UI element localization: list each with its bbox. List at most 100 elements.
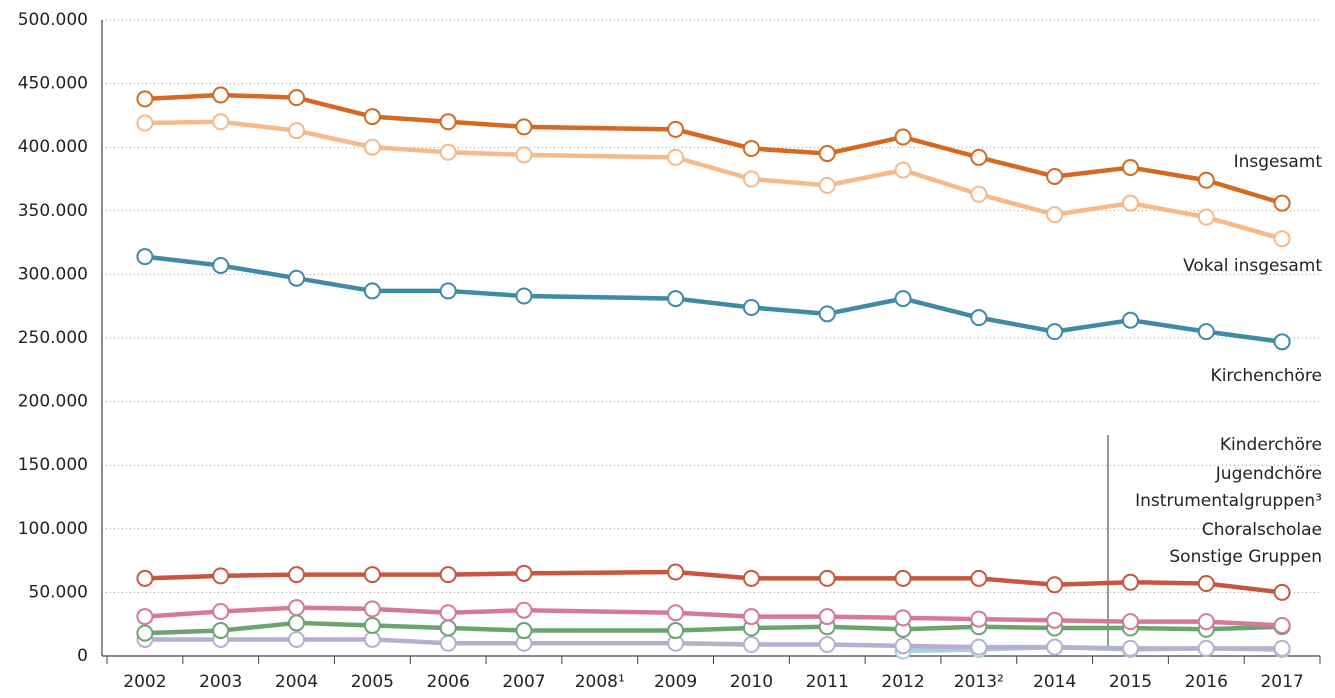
series-label: Sonstige Gruppen	[1169, 547, 1322, 567]
data-point	[894, 609, 912, 627]
data-point	[894, 128, 912, 146]
series-label: Kinderchöre	[1220, 435, 1322, 455]
y-tick-label: 200.000	[18, 392, 88, 412]
data-point	[1273, 194, 1291, 212]
data-point	[136, 608, 154, 626]
series-line	[144, 92, 1283, 206]
data-point	[818, 636, 836, 654]
data-point	[1197, 639, 1215, 657]
data-point	[1046, 323, 1064, 341]
data-point	[1273, 333, 1291, 351]
data-point	[363, 600, 381, 618]
y-tick-label: 350.000	[18, 201, 88, 221]
y-tick-label: 300.000	[18, 264, 88, 284]
data-point	[894, 290, 912, 308]
series-line	[144, 254, 1283, 345]
data-point	[439, 113, 457, 131]
y-tick-label: 0	[77, 646, 88, 666]
data-point	[1121, 311, 1139, 329]
data-point	[970, 148, 988, 166]
data-point	[1046, 611, 1064, 629]
x-tick-label: 2008¹	[575, 672, 625, 692]
series-line	[144, 637, 1283, 651]
data-point	[1046, 167, 1064, 185]
y-tick-label: 250.000	[18, 328, 88, 348]
data-point	[212, 567, 230, 585]
data-point	[515, 146, 533, 164]
data-point	[363, 566, 381, 584]
data-point	[742, 170, 760, 188]
data-point	[667, 563, 685, 581]
x-tick-label: 2003	[199, 672, 242, 692]
data-point	[1273, 639, 1291, 657]
y-tick-label: 50.000	[29, 582, 88, 602]
data-point	[1197, 208, 1215, 226]
data-point	[970, 638, 988, 656]
data-point	[818, 608, 836, 626]
data-point	[288, 630, 306, 648]
data-point	[818, 176, 836, 194]
x-tick-label: 2013²	[954, 672, 1004, 692]
data-point	[894, 161, 912, 179]
data-point	[1273, 583, 1291, 601]
data-point	[1046, 638, 1064, 656]
data-point	[667, 622, 685, 640]
data-point	[212, 256, 230, 274]
data-point	[515, 622, 533, 640]
data-point	[363, 138, 381, 156]
data-point	[439, 282, 457, 300]
series-label: Kirchenchöre	[1211, 366, 1322, 386]
data-point	[894, 637, 912, 655]
series-line	[144, 620, 1283, 636]
data-point	[439, 143, 457, 161]
data-point	[1197, 171, 1215, 189]
series-label: Vokal insgesamt	[1183, 256, 1322, 276]
data-point	[212, 113, 230, 131]
data-point	[667, 148, 685, 166]
data-point	[818, 305, 836, 323]
data-point	[439, 619, 457, 637]
data-point	[1121, 573, 1139, 591]
series-line	[144, 569, 1283, 595]
data-point	[1121, 639, 1139, 657]
data-point	[288, 89, 306, 107]
x-tick-label: 2007	[502, 672, 545, 692]
data-point	[970, 610, 988, 628]
y-tick-label: 500.000	[18, 10, 88, 30]
data-point	[288, 122, 306, 140]
data-point	[742, 569, 760, 587]
data-point	[288, 269, 306, 287]
data-point	[1273, 616, 1291, 634]
x-tick-label: 2004	[275, 672, 318, 692]
data-point	[363, 108, 381, 126]
data-point	[136, 624, 154, 642]
data-point	[288, 599, 306, 617]
data-point	[1046, 206, 1064, 224]
data-point	[667, 120, 685, 138]
x-tick-label: 2009	[654, 672, 697, 692]
data-point	[288, 566, 306, 584]
data-point	[439, 604, 457, 622]
data-point	[212, 86, 230, 104]
data-point	[1273, 230, 1291, 248]
x-tick-label: 2010	[730, 672, 773, 692]
data-point	[742, 298, 760, 316]
x-tick-label: 2017	[1260, 672, 1303, 692]
data-point	[515, 118, 533, 136]
data-point	[970, 309, 988, 327]
data-point	[1197, 613, 1215, 631]
data-point	[515, 564, 533, 582]
data-point	[136, 569, 154, 587]
x-tick-label: 2014	[1033, 672, 1076, 692]
data-point	[1121, 194, 1139, 212]
y-tick-label: 450.000	[18, 74, 88, 94]
x-tick-label: 2012	[881, 672, 924, 692]
y-tick-label: 150.000	[18, 455, 88, 475]
data-point	[970, 569, 988, 587]
data-point	[363, 630, 381, 648]
data-point	[1197, 574, 1215, 592]
data-point	[1046, 576, 1064, 594]
series-label: Instrumentalgruppen³	[1135, 491, 1322, 511]
data-point	[818, 569, 836, 587]
